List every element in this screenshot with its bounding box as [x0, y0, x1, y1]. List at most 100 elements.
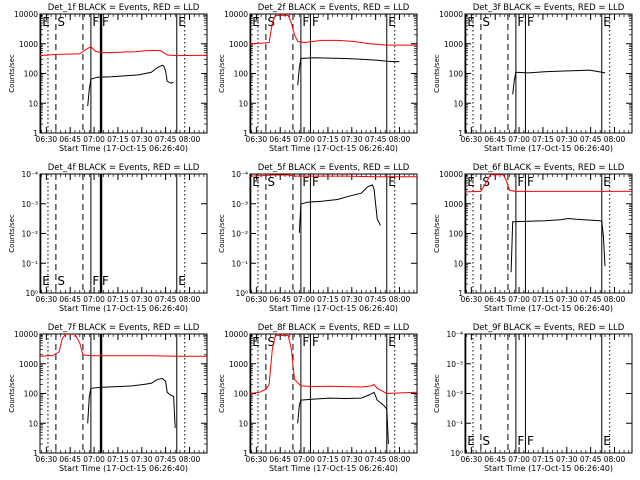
y-tick-label: 1000	[444, 200, 463, 209]
plot-frame	[249, 13, 418, 134]
event-marker-letter: F	[92, 15, 99, 29]
x-tick-label: 06:45	[484, 295, 506, 304]
x-tick-label: 07:45	[155, 135, 177, 144]
event-rate-line	[87, 64, 174, 107]
x-tick-label: 07:15	[107, 455, 129, 464]
event-marker-letter: S	[267, 175, 275, 189]
lld-rate-line	[250, 174, 417, 178]
x-tick-label: 07:30	[341, 295, 363, 304]
event-marker-letter: S	[482, 15, 490, 29]
x-tick-label: 07:45	[365, 135, 387, 144]
y-tick-label: 10⁻³	[231, 200, 248, 209]
y-tick-label: 1	[458, 129, 463, 138]
y-tick-label: 1000	[229, 360, 248, 369]
chart-panel-6: Det_6f BLACK = Events, RED = LLD 1 10 100 10…	[433, 163, 633, 313]
event-marker-letter: F	[312, 15, 319, 29]
x-tick-label: 06:45	[269, 135, 291, 144]
lld-rate-line	[250, 334, 417, 395]
y-tick-label: 10⁻³	[21, 200, 38, 209]
event-marker-letter: F	[527, 15, 534, 29]
x-tick-label: 07:30	[131, 455, 153, 464]
x-tick-label: 06:30	[36, 135, 58, 144]
x-tick-label: 07:00	[83, 295, 105, 304]
y-tick-label: 10⁻⁴	[231, 170, 248, 179]
event-marker-letter: E	[603, 15, 611, 29]
y-tick-label: 10	[453, 99, 463, 108]
x-tick-label: 07:30	[556, 295, 578, 304]
plot-frame	[39, 333, 208, 454]
lld-rate-line	[40, 334, 207, 357]
chart-title: Det_1f BLACK = Events, RED = LLD	[48, 3, 200, 13]
event-rate-line	[298, 184, 381, 233]
plot-frame	[249, 173, 418, 294]
plot-frame	[464, 13, 633, 134]
y-tick-label: 10⁻²	[231, 230, 248, 239]
x-tick-label: 07:30	[131, 295, 153, 304]
x-tick-label: 06:45	[484, 455, 506, 464]
x-axis-label: Start Time (17-Oct-15 06:26:40)	[59, 464, 188, 473]
y-tick-label: 100	[24, 70, 39, 79]
x-axis-label: Start Time (17-Oct-15 06:26:40)	[59, 144, 188, 153]
y-tick-label: 10000	[14, 10, 38, 19]
chart-panel-4: Det_4f BLACK = Events, RED = LLD 10⁰ 10⁻¹ 1…	[8, 163, 208, 313]
x-tick-label: 06:45	[269, 455, 291, 464]
y-tick-label: 10⁻²	[21, 230, 38, 239]
chart-panel-8: Det_8f BLACK = Events, RED = LLD 1 10 100 10…	[218, 323, 418, 473]
event-marker-letter: F	[102, 15, 109, 29]
y-tick-label: 10⁻¹	[446, 419, 463, 428]
y-tick-label: 10000	[439, 170, 463, 179]
event-marker-letter: F	[92, 274, 99, 288]
x-tick-label: 08:00	[179, 295, 201, 304]
lld-rate-line	[465, 174, 632, 193]
chart-panel-5: Det_5f BLACK = Events, RED = LLD 10⁰ 10⁻¹ 1…	[218, 163, 418, 313]
event-marker-letter: F	[517, 15, 524, 29]
event-marker-letter: F	[302, 175, 309, 189]
y-tick-label: 10⁻²	[446, 390, 463, 399]
x-tick-label: 07:30	[341, 135, 363, 144]
y-tick-label: 10⁰	[235, 289, 248, 298]
y-tick-label: 1	[458, 289, 463, 298]
y-tick-label: 10⁻¹	[231, 259, 248, 268]
x-tick-label: 06:30	[461, 135, 483, 144]
x-tick-label: 07:45	[580, 135, 602, 144]
event-marker-letter: E	[252, 175, 260, 189]
x-tick-label: 06:30	[461, 295, 483, 304]
y-tick-label: 10000	[224, 330, 248, 339]
y-tick-label: 1000	[19, 360, 38, 369]
chart-title: Det_9f BLACK = Events, RED = LLD	[473, 323, 625, 333]
x-tick-label: 07:45	[580, 295, 602, 304]
event-marker-letter: E	[603, 434, 611, 448]
event-marker-letter: F	[302, 15, 309, 29]
y-axis-label: Counts/sec	[433, 54, 441, 93]
chart-title: Det_4f BLACK = Events, RED = LLD	[48, 163, 200, 173]
x-tick-label: 08:00	[604, 135, 626, 144]
chart-panel-2: Det_2f BLACK = Events, RED = LLD 1 10 100 10…	[218, 3, 418, 153]
chart-title: Det_7f BLACK = Events, RED = LLD	[48, 323, 200, 333]
event-marker-letter: E	[42, 274, 50, 288]
x-tick-label: 07:15	[532, 135, 554, 144]
x-tick-label: 07:45	[365, 295, 387, 304]
x-tick-label: 06:45	[59, 295, 81, 304]
x-tick-label: 07:15	[107, 295, 129, 304]
x-tick-label: 07:30	[341, 455, 363, 464]
chart-title: Det_2f BLACK = Events, RED = LLD	[258, 3, 410, 13]
x-tick-label: 06:30	[36, 455, 58, 464]
chart-panel-1: Det_1f BLACK = Events, RED = LLD 1 10 100 10…	[8, 3, 208, 153]
event-marker-letter: S	[267, 335, 275, 349]
event-marker-letter: E	[178, 15, 186, 29]
chart-title: Det_6f BLACK = Events, RED = LLD	[473, 163, 625, 173]
y-tick-label: 1	[33, 449, 38, 458]
y-tick-label: 10	[28, 99, 38, 108]
y-axis-label: Counts/sec	[218, 374, 226, 413]
y-tick-label: 100	[24, 390, 39, 399]
event-marker-letter: F	[517, 434, 524, 448]
y-tick-label: 10	[453, 259, 463, 268]
y-tick-label: 10000	[439, 10, 463, 19]
y-axis-label: Counts/sec	[8, 54, 16, 93]
x-axis-label: Start Time (17-Oct-15 06:26:40)	[269, 464, 398, 473]
event-marker-letter: F	[102, 274, 109, 288]
chart-title: Det_5f BLACK = Events, RED = LLD	[258, 163, 410, 173]
y-tick-label: 10	[238, 419, 248, 428]
x-tick-label: 06:30	[246, 295, 268, 304]
x-axis-label: Start Time (17-Oct-15 06:26:40)	[484, 304, 613, 313]
